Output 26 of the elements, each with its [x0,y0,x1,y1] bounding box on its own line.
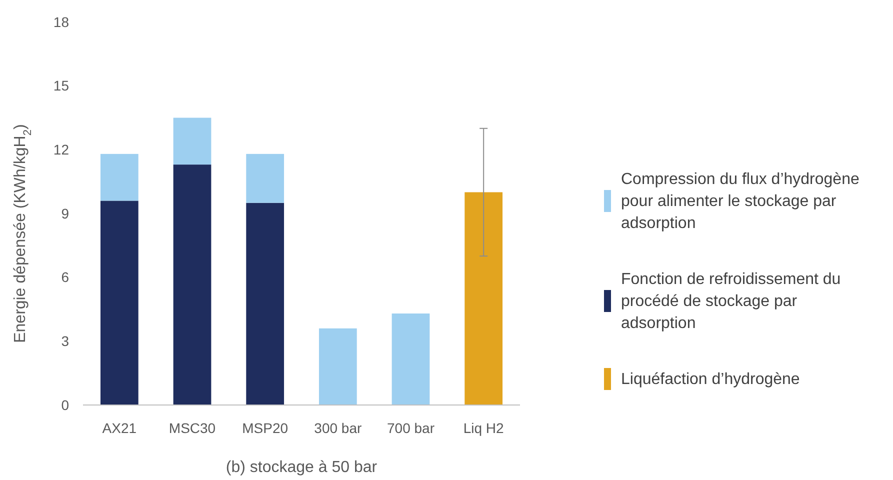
bar [246,154,284,203]
bar [173,164,212,405]
y-tick-label: 0 [61,396,70,413]
legend-label: Fonction de refroidissement du procédé de stockage par adsorption [621,271,841,332]
x-tick-label: Liq H2 [463,420,504,436]
y-tick-label: 6 [61,269,70,286]
y-tick-label: 12 [53,142,70,158]
bar [246,202,284,405]
y-tick-label: 15 [53,78,70,94]
x-axis-title: (b) stockage à 50 bar [226,459,378,476]
y-tick-label: 9 [61,205,70,222]
x-tick-label: 700 bar [387,420,435,436]
x-tick-label: 300 bar [314,420,362,436]
bar [464,192,503,405]
x-tick-label: MSP20 [242,420,288,436]
bar [392,314,430,405]
x-tick-label: MSC30 [168,420,216,436]
bar [100,154,138,201]
legend-label: Compression du flux d’hydrogène pour alimenter le stockage par adsorption [621,171,860,232]
bar [318,328,357,405]
bar [100,200,138,405]
bar [173,118,212,165]
x-tick-label: AX21 [102,420,137,436]
y-tick-label: 18 [53,14,70,30]
y-tick-label: 3 [61,333,70,350]
legend-label: Liquéfaction d’hydrogène [621,371,800,388]
